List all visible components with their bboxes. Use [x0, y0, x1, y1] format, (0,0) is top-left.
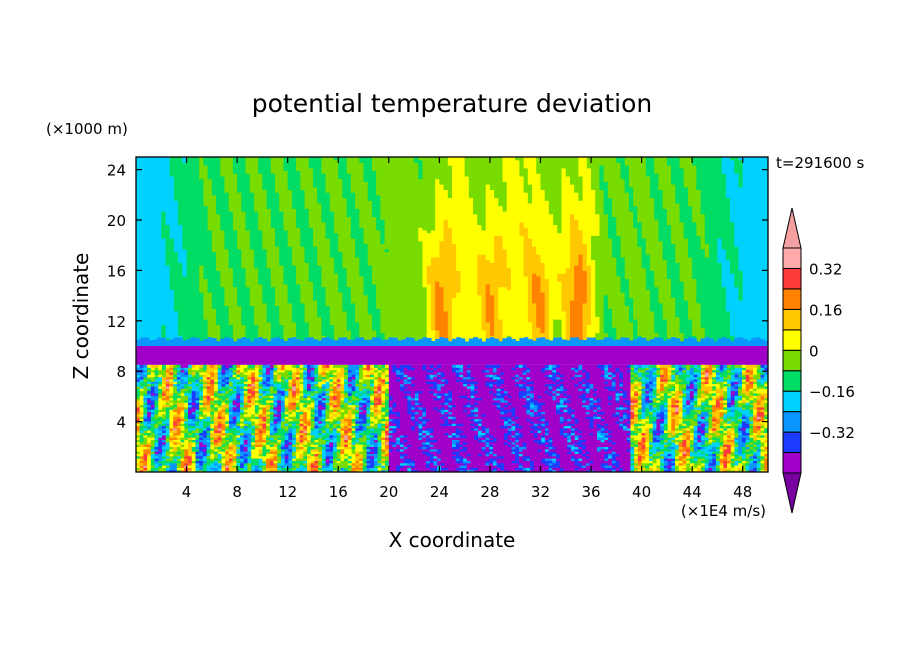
chart-title: potential temperature deviation: [252, 89, 652, 118]
upper-layer: [136, 157, 768, 347]
time-label: t=291600 s: [776, 154, 864, 172]
plot-area: [136, 157, 768, 472]
y-unit-label: (×1000 m): [46, 120, 128, 138]
